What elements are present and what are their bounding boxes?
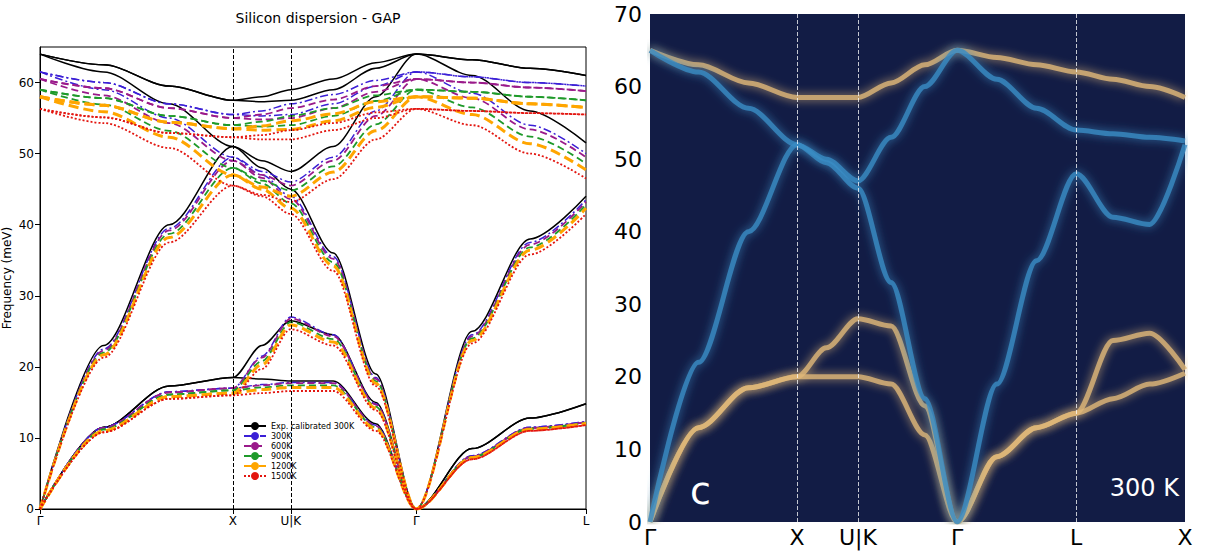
svg-text:60: 60 — [614, 74, 642, 99]
svg-text:U|K: U|K — [280, 514, 302, 528]
svg-text:300K: 300K — [271, 432, 292, 441]
svg-text:X: X — [1177, 525, 1192, 550]
svg-text:10: 10 — [614, 437, 642, 462]
svg-text:Exp. calibrated 300K: Exp. calibrated 300K — [271, 422, 355, 431]
svg-text:X: X — [789, 525, 804, 550]
svg-text:50: 50 — [614, 147, 642, 172]
svg-text:Γ: Γ — [413, 514, 420, 528]
svg-text:Γ: Γ — [951, 525, 964, 550]
svg-text:U|K: U|K — [839, 525, 878, 551]
svg-text:0: 0 — [628, 510, 642, 535]
svg-text:900K: 900K — [271, 452, 292, 461]
svg-text:c: c — [690, 469, 711, 513]
svg-text:L: L — [1070, 525, 1083, 550]
svg-text:Γ: Γ — [37, 514, 44, 528]
svg-text:X: X — [229, 514, 237, 528]
svg-text:40: 40 — [614, 219, 642, 244]
svg-text:70: 70 — [614, 2, 642, 27]
svg-text:1200K: 1200K — [271, 462, 297, 471]
svg-text:L: L — [583, 514, 590, 528]
svg-text:50: 50 — [19, 147, 34, 161]
svg-text:300 K: 300 K — [1110, 474, 1180, 502]
svg-text:1500K: 1500K — [271, 472, 297, 481]
svg-text:30: 30 — [19, 289, 34, 303]
svg-text:30: 30 — [614, 292, 642, 317]
svg-text:40: 40 — [19, 218, 34, 232]
svg-text:60: 60 — [19, 76, 34, 90]
svg-text:10: 10 — [19, 431, 34, 445]
svg-text:Silicon dispersion - GAP: Silicon dispersion - GAP — [236, 10, 401, 26]
svg-text:Frequency (meV): Frequency (meV) — [0, 227, 14, 329]
svg-text:600K: 600K — [271, 442, 292, 451]
svg-text:0: 0 — [26, 502, 34, 516]
svg-text:20: 20 — [614, 364, 642, 389]
svg-text:20: 20 — [19, 360, 34, 374]
svg-text:Γ: Γ — [644, 525, 657, 550]
